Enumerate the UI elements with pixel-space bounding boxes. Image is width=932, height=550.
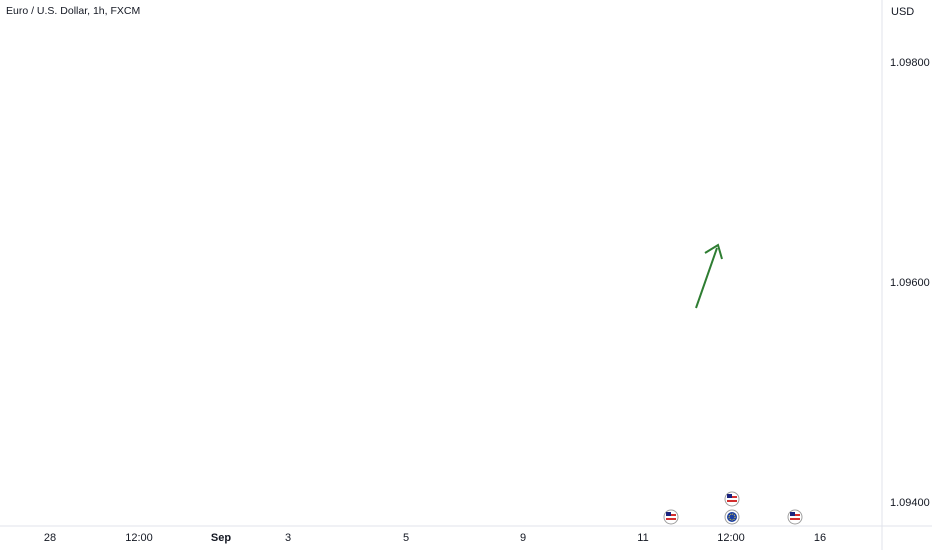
y-tick-label: 1.09600 [890,277,930,289]
x-tick-label: 5 [403,532,409,544]
flag-stars [728,513,736,521]
y-tick-label: 1.09800 [890,57,930,69]
x-tick-label: 28 [44,532,56,544]
currency-label[interactable]: USD [891,6,915,18]
x-tick-label: 9 [520,532,526,544]
x-tick-label: 16 [814,532,826,544]
y-tick-label: 1.09400 [890,497,930,509]
flag-canton [790,512,795,516]
flag-field [727,512,737,522]
x-tick-label: 3 [285,532,291,544]
flag-stripe [727,500,737,502]
flag-canton [666,512,671,516]
flag-stripe [790,518,800,520]
x-tick-label: 12:00 [717,532,745,544]
symbol-title: Euro / U.S. Dollar, 1h, FXCM [6,5,141,17]
projection-arrow-line [695,247,718,309]
x-tick-label: 12:00 [125,532,153,544]
flag-canton [727,494,732,498]
x-tick-label: Sep [211,532,231,544]
flag-stripe [666,518,676,520]
x-tick-label: 11 [637,532,648,544]
projection-arrowhead [704,243,723,260]
